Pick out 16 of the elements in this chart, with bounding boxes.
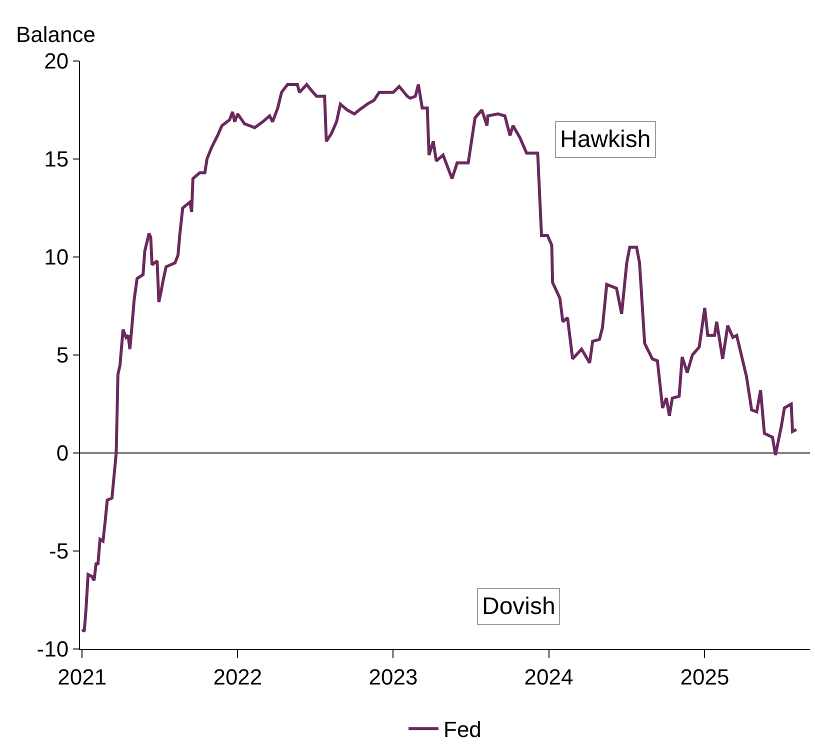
x-tick-label: 2023 bbox=[368, 664, 418, 690]
x-tick-label: 2021 bbox=[58, 664, 107, 690]
annotation: Dovish bbox=[482, 593, 556, 620]
x-tick-label: 2022 bbox=[213, 664, 262, 690]
y-tick-label: 0 bbox=[56, 440, 69, 466]
y-tick-label: 10 bbox=[44, 244, 69, 270]
annotation: Hawkish bbox=[560, 126, 651, 153]
y-tick-label: -5 bbox=[49, 538, 69, 564]
y-tick-label: 5 bbox=[56, 342, 69, 368]
x-tick-label: 2024 bbox=[524, 664, 574, 690]
y-tick-label: 15 bbox=[44, 146, 69, 172]
x-tick-label: 2025 bbox=[680, 664, 730, 690]
y-tick-label: 20 bbox=[44, 48, 69, 74]
legend-label: Fed bbox=[444, 717, 482, 742]
y-axis-title: Balance bbox=[16, 22, 96, 47]
y-tick-label: -10 bbox=[36, 636, 69, 662]
